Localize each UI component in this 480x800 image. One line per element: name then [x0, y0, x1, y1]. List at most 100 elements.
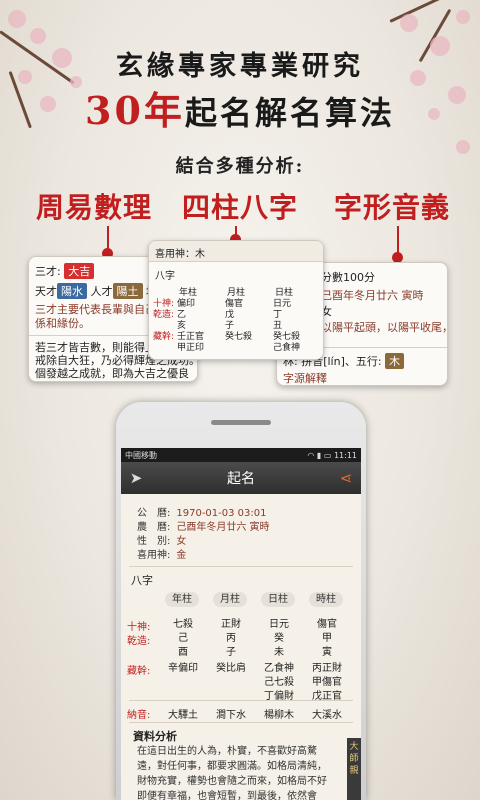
score-text: 分數100分: [321, 271, 375, 284]
divider: [129, 722, 353, 723]
pin-line-right: [397, 226, 399, 258]
info-label: 農 曆:: [137, 522, 171, 533]
sancai-badge: 大吉: [64, 263, 95, 279]
grid-cell: 乙食神: [264, 663, 294, 674]
mid-section-title: 八字: [155, 271, 175, 282]
mid-cell: 丁: [273, 310, 283, 320]
info-row-solar: 公 曆: 1970-01-03 03:01: [137, 504, 267, 519]
phone-speaker: [211, 420, 271, 425]
mid-head-day: 日柱: [275, 288, 294, 298]
grid-cell: 癸: [274, 633, 284, 644]
grid-cell: [159, 676, 207, 690]
info-label: 性 別:: [137, 536, 171, 547]
nayin-row: 大驛土 澗下水 楊柳木 大溪水: [159, 706, 355, 721]
info-value: 1970-01-03 03:01: [176, 508, 267, 519]
share-icon[interactable]: ⋖: [339, 469, 353, 487]
nayin-cell: 澗下水: [216, 710, 246, 721]
headline-rest: 起名解名算法: [184, 94, 395, 132]
grid-cell: 丁偏財: [264, 691, 294, 702]
headline-line1: 玄緣專家專業研究: [116, 51, 364, 82]
nayin-cell: 大溪水: [312, 710, 342, 721]
card-right-sep: [277, 347, 447, 348]
feature-zhouyi: 周易數理: [36, 191, 153, 224]
grid-cell: 子: [226, 647, 236, 658]
headline-line2: 30年起名解名算法: [0, 80, 480, 135]
analysis-text: 在這日出生的人為，朴實，不喜歡好高騖 遠，對任何事，都要求圓滿。如格局清純， 財…: [137, 744, 337, 800]
sancai-text-2: 係和緣份。: [35, 317, 90, 330]
pillar-heads: 年柱 月柱 日柱 時柱: [165, 592, 355, 608]
clock: 11:11: [333, 450, 357, 460]
pillar-head-month: 月柱: [213, 592, 247, 607]
grid-cell: 丙: [226, 633, 236, 644]
analysis-line: 在這日出生的人為，朴實，不喜歡好高騖: [137, 746, 317, 757]
card-bazi: 喜用神：木 八字 年柱 月柱 日柱 十神: 乾造: 藏幹: 偏印 傷官 日元 乙 戊 丁…: [148, 240, 324, 360]
mid-cell: 日元: [273, 299, 292, 309]
grid-cell: 酉: [178, 647, 188, 658]
sancai-text: 三才主要代表長輩與自己 係和緣份。: [35, 303, 156, 331]
pin-dot-mid: [230, 234, 241, 245]
info-row-gender: 性 別: 女: [137, 532, 186, 547]
detail-text: 字源解釋: [283, 372, 327, 385]
mid-cell: 乙: [177, 310, 187, 320]
desc-text: 以陽平起頭，以陽平收尾，: [321, 321, 448, 334]
info-value: 己酉年冬月廿六 寅時: [176, 522, 270, 533]
analysis-line: 即便有章福，也會短暫，到最後，依然會: [137, 791, 317, 800]
phone-screen: 中國移動 ◠ ▮ ▭ 11:11 ➤ 起名 ⋖ 公 曆: 1970-01-03 0…: [121, 448, 361, 800]
label-nayin: 納音:: [127, 710, 151, 721]
mid-labels: 十神: 乾造: 藏幹:: [153, 299, 174, 343]
info-row-xiyong: 喜用神: 金: [137, 546, 186, 561]
mid-label-canggan: 藏幹:: [153, 332, 175, 342]
screen-title: 起名: [227, 471, 255, 487]
grid-cell: 辛偏印: [168, 663, 198, 674]
bazi-title: 八字: [131, 574, 153, 587]
info-value: 金: [176, 550, 187, 561]
mid-cell: 甲正印: [177, 343, 205, 353]
mid-cell: 癸七殺: [225, 332, 253, 342]
tiancai-label: 天才: [35, 285, 57, 298]
mid-cell: 戊: [225, 310, 235, 320]
rencai-badge: 陽土: [112, 283, 143, 299]
grid-cell: 未: [274, 647, 284, 658]
analysis-line: 遠，對任何事，都要求圓滿。如格局清純，: [137, 761, 327, 772]
grid-cell: [207, 690, 255, 704]
xiyong-label: 喜用神：木: [155, 249, 205, 260]
pillar-head-year: 年柱: [165, 592, 199, 607]
mid-label-shishen: 十神:: [153, 299, 175, 309]
sancai-text-1: 三才主要代表長輩與自己: [35, 303, 156, 316]
pin-line-left: [107, 226, 109, 254]
pin-dot-right: [392, 252, 403, 263]
card-left-sep: [29, 335, 197, 336]
mid-cell: 己食神: [273, 343, 301, 353]
xiyong-bar: 喜用神：木: [149, 241, 323, 262]
nayin-cell: 大驛土: [168, 710, 198, 721]
label-shishen: 十神:: [127, 622, 151, 633]
content-area[interactable]: 公 曆: 1970-01-03 03:01 農 曆: 己酉年冬月廿六 寅時 性 別:…: [121, 494, 361, 800]
divider: [129, 566, 353, 567]
master-tab[interactable]: 大師親: [347, 738, 361, 800]
back-arrow-icon[interactable]: ➤: [129, 469, 143, 487]
grid-cell: 正財: [221, 619, 241, 630]
mid-grid: 偏印 傷官 日元 乙 戊 丁 亥 子 丑 壬正官 癸七殺 癸七殺 甲正印 己食神: [177, 299, 321, 354]
title-bar: ➤ 起名 ⋖: [121, 462, 361, 494]
gender-text: 女: [321, 305, 332, 318]
sancai-text-3: 若三才皆吉數，則能得上: [35, 341, 156, 354]
grid-cell: [207, 676, 255, 690]
lunar-text: 己酉年冬月廿六 寅時: [321, 289, 424, 302]
grid-cell: 日元: [269, 619, 289, 630]
status-bar: 中國移動 ◠ ▮ ▭ 11:11: [121, 448, 361, 462]
wifi-icon: ◠: [307, 450, 315, 460]
grid-cell: 甲: [322, 633, 332, 644]
mid-cell: 丑: [273, 321, 283, 331]
sancai-text-5: 個發越之成就，即為大吉之優良: [35, 367, 189, 380]
mid-cell: 壬正官: [177, 332, 205, 342]
grid-cell: 丙正財: [312, 663, 342, 674]
phone-frame: 中國移動 ◠ ▮ ▭ 11:11 ➤ 起名 ⋖ 公 曆: 1970-01-03 0…: [116, 402, 366, 800]
wuxing-badge: 木: [385, 353, 405, 369]
divider: [129, 700, 353, 701]
pillar-head-hour: 時柱: [309, 592, 343, 607]
status-icons: ◠ ▮ ▭ 11:11: [307, 451, 357, 460]
pin-line-mid: [235, 226, 237, 240]
grid-cell: 癸比肩: [216, 663, 246, 674]
grid-cell: 甲傷官: [312, 677, 342, 688]
